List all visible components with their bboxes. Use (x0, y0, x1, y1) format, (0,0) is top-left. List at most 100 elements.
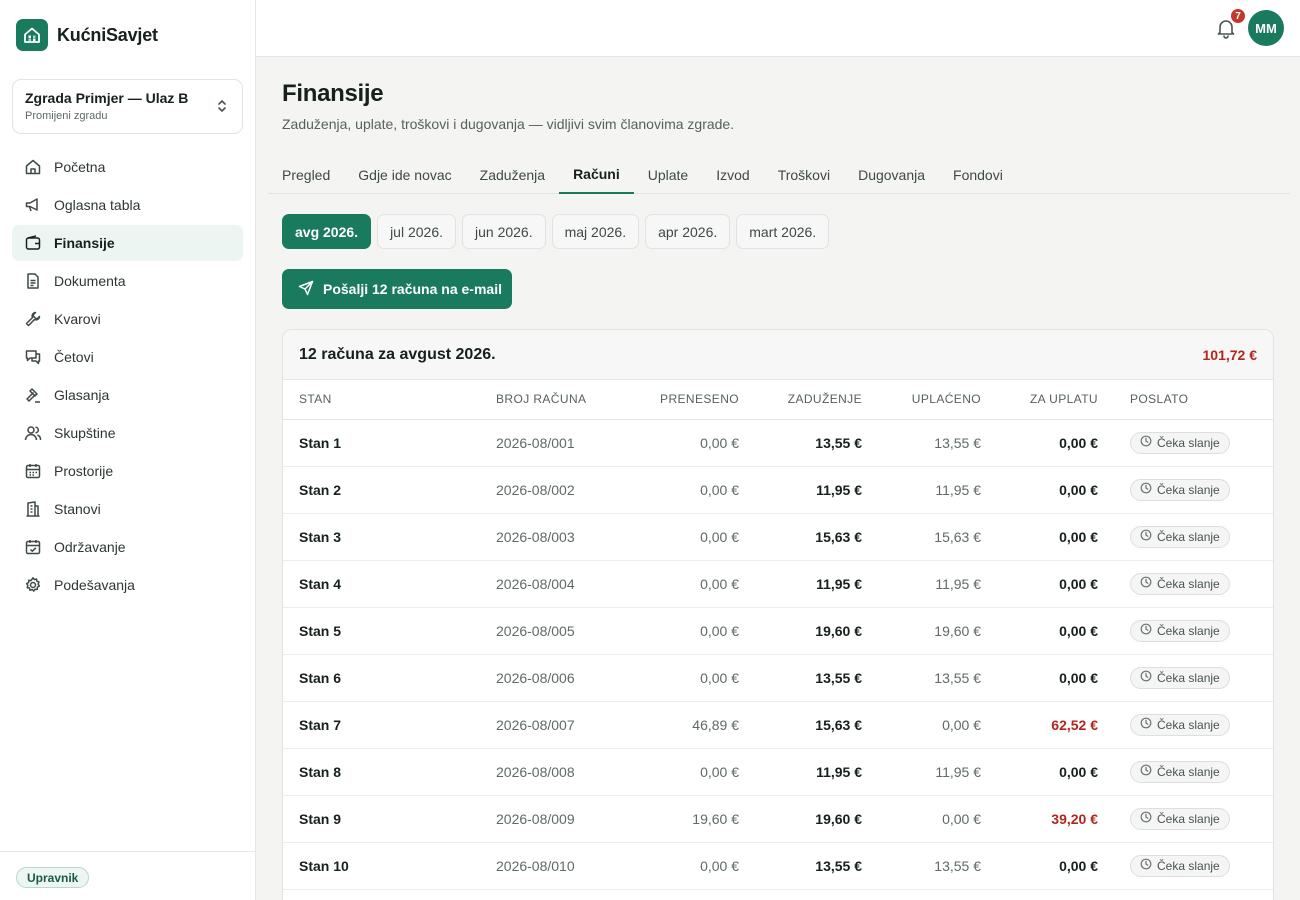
clock-icon (1140, 858, 1152, 873)
clock-icon (1140, 811, 1152, 826)
cell-za-uplatu: 0,00 € (981, 513, 1098, 561)
cell-zaduzenje: 13,55 € (739, 419, 862, 467)
column-header-za-uplatu[interactable]: ZA UPLATU (981, 380, 1098, 420)
cell-zaduzenje: 19,60 € (739, 795, 862, 843)
brand[interactable]: KućniSavjet (16, 19, 158, 51)
sidebar-item-label: Dokumenta (54, 273, 126, 289)
tab-troskovi[interactable]: Troškovi (777, 166, 831, 183)
month-chip-jun-2026[interactable]: jun 2026. (462, 214, 546, 249)
status-label: Čeka slanje (1157, 764, 1220, 779)
cell-uplaceno: 11,95 € (862, 748, 981, 796)
tab-racuni[interactable]: Računi (559, 155, 634, 194)
sidebar-item-oglasna-tabla[interactable]: Oglasna tabla (12, 187, 243, 223)
month-chip-mart-2026[interactable]: mart 2026. (736, 214, 830, 249)
tab-dugovanja[interactable]: Dugovanja (858, 166, 926, 183)
month-chip-maj-2026[interactable]: maj 2026. (551, 214, 640, 249)
send-invoices-label: Pošalji 12 računa na e-mail (323, 281, 502, 297)
sidebar-item-label: Četovi (54, 349, 94, 365)
page-title: Finansije (282, 80, 384, 107)
cell-poslato: Čeka slanje (1098, 654, 1273, 702)
sidebar-item-label: Održavanje (54, 539, 126, 555)
month-chip-apr-2026[interactable]: apr 2026. (645, 214, 731, 249)
column-header-uplaceno[interactable]: UPLAĆENO (862, 380, 981, 420)
sidebar-item-cetovi[interactable]: Četovi (12, 339, 243, 375)
send-invoices-button[interactable]: Pošalji 12 računa na e-mail (282, 269, 512, 309)
document-icon (24, 272, 42, 290)
cell-broj-racuna: 2026-08/004 (496, 560, 646, 608)
tab-zaduzenja[interactable]: Zaduženja (479, 166, 546, 183)
table-row[interactable]: Stan 9 2026-08/009 19,60 €19,60 €0,00 €39,… (283, 795, 1273, 843)
month-chip-jul-2026[interactable]: jul 2026. (377, 214, 456, 249)
cell-za-uplatu: 0,00 € (981, 466, 1098, 514)
cell-poslato: Čeka slanje (1098, 513, 1273, 561)
cell-zaduzenje: 11,95 € (739, 466, 862, 514)
status-label: Čeka slanje (1157, 670, 1220, 685)
cell-preneseno: 0,00 € (646, 466, 739, 514)
home-icon (24, 158, 42, 176)
cell-za-uplatu: 0,00 € (981, 842, 1098, 890)
sidebar-item-label: Finansije (54, 235, 115, 251)
status-badge: Čeka slanje (1130, 572, 1230, 595)
cell-za-uplatu: 0,00 € (981, 748, 1098, 796)
table-row[interactable]: Stan 3 2026-08/003 0,00 €15,63 €15,63 €0,0… (283, 513, 1273, 561)
tab-fondovi[interactable]: Fondovi (953, 166, 1003, 183)
cell-preneseno: 0,00 € (646, 419, 739, 467)
cell-uplaceno: 0,00 € (862, 701, 981, 749)
sidebar-item-stanovi[interactable]: Stanovi (12, 491, 243, 527)
column-header-preneseno[interactable]: PRENESENO (646, 380, 739, 420)
sidebar-item-glasanja[interactable]: Glasanja (12, 377, 243, 413)
cell-uplaceno: 11,95 € (862, 466, 981, 514)
building-switcher[interactable]: Zgrada Primjer — Ulaz B Promijeni zgradu (12, 79, 243, 134)
cell-poslato: Čeka slanje (1098, 560, 1273, 608)
status-badge: Čeka slanje (1130, 525, 1230, 548)
table-row[interactable]: Stan 8 2026-08/008 0,00 €11,95 €11,95 €0,0… (283, 748, 1273, 796)
column-header-broj-racuna[interactable]: BROJ RAČUNA (496, 380, 646, 420)
status-label: Čeka slanje (1157, 435, 1220, 450)
table-row[interactable]: Stan 7 2026-08/007 46,89 €15,63 €0,00 €62,… (283, 701, 1273, 749)
column-header-poslato[interactable]: POSLATO (1098, 380, 1273, 420)
column-header-stan[interactable]: STAN (283, 380, 496, 420)
cell-preneseno: 0,00 € (646, 560, 739, 608)
tab-izvod[interactable]: Izvod (716, 166, 750, 183)
table-row[interactable]: Stan 10 2026-08/010 0,00 €13,55 €13,55 €0,… (283, 842, 1273, 890)
cell-stan: Stan 4 (283, 560, 496, 608)
avatar[interactable]: MM (1248, 10, 1284, 46)
status-badge: Čeka slanje (1130, 713, 1230, 736)
cell-poslato: Čeka slanje (1098, 607, 1273, 655)
cell-broj-racuna: 2026-08/006 (496, 654, 646, 702)
status-badge: Čeka slanje (1130, 619, 1230, 642)
table-row[interactable]: Stan 5 2026-08/005 0,00 €19,60 €19,60 €0,0… (283, 607, 1273, 655)
sidebar-item-pocetna[interactable]: Početna (12, 149, 243, 185)
column-header-zaduzenje[interactable]: ZADUŽENJE (739, 380, 862, 420)
sidebar-item-finansije[interactable]: Finansije (12, 225, 243, 261)
cell-zaduzenje: 13,55 € (739, 842, 862, 890)
tab-gdje-ide-novac[interactable]: Gdje ide novac (358, 166, 452, 183)
sidebar-item-dokumenta[interactable]: Dokumenta (12, 263, 243, 299)
sidebar-item-kvarovi[interactable]: Kvarovi (12, 301, 243, 337)
cell-stan: Stan 1 (283, 419, 496, 467)
table-row[interactable]: Stan 2 2026-08/002 0,00 €11,95 €11,95 €0,0… (283, 466, 1273, 514)
sidebar-item-label: Glasanja (54, 387, 110, 403)
tab-pregled[interactable]: Pregled (282, 166, 331, 183)
table-row[interactable]: Stan 4 2026-08/004 0,00 €11,95 €11,95 €0,0… (283, 560, 1273, 608)
table-row[interactable]: Stan 1 2026-08/001 0,00 €13,55 €13,55 €0,0… (283, 419, 1273, 467)
building-icon (24, 500, 42, 518)
cell-preneseno: 19,60 € (646, 795, 739, 843)
sidebar-item-skupstine[interactable]: Skupštine (12, 415, 243, 451)
bell-icon[interactable] (1215, 17, 1237, 39)
sidebar-item-odrzavanje[interactable]: Održavanje (12, 529, 243, 565)
month-chip-avg-2026[interactable]: avg 2026. (282, 214, 372, 249)
sidebar-item-prostorije[interactable]: Prostorije (12, 453, 243, 489)
month-selector: avg 2026. jul 2026. jun 2026. maj 2026. … (282, 214, 830, 249)
cell-zaduzenje: 15,63 € (739, 513, 862, 561)
status-label: Čeka slanje (1157, 717, 1220, 732)
cell-preneseno: 46,89 € (646, 701, 739, 749)
cell-broj-racuna: 2026-08/010 (496, 842, 646, 890)
sidebar-item-label: Prostorije (54, 463, 114, 479)
sidebar-item-podesavanja[interactable]: Podešavanja (12, 567, 243, 603)
notification-count-badge: 7 (1230, 8, 1246, 24)
cell-poslato: Čeka slanje (1098, 701, 1273, 749)
tab-uplate[interactable]: Uplate (647, 166, 689, 183)
table-row[interactable]: Stan 6 2026-08/006 0,00 €13,55 €13,55 €0,0… (283, 654, 1273, 702)
topbar: 7 MM (256, 0, 1300, 57)
